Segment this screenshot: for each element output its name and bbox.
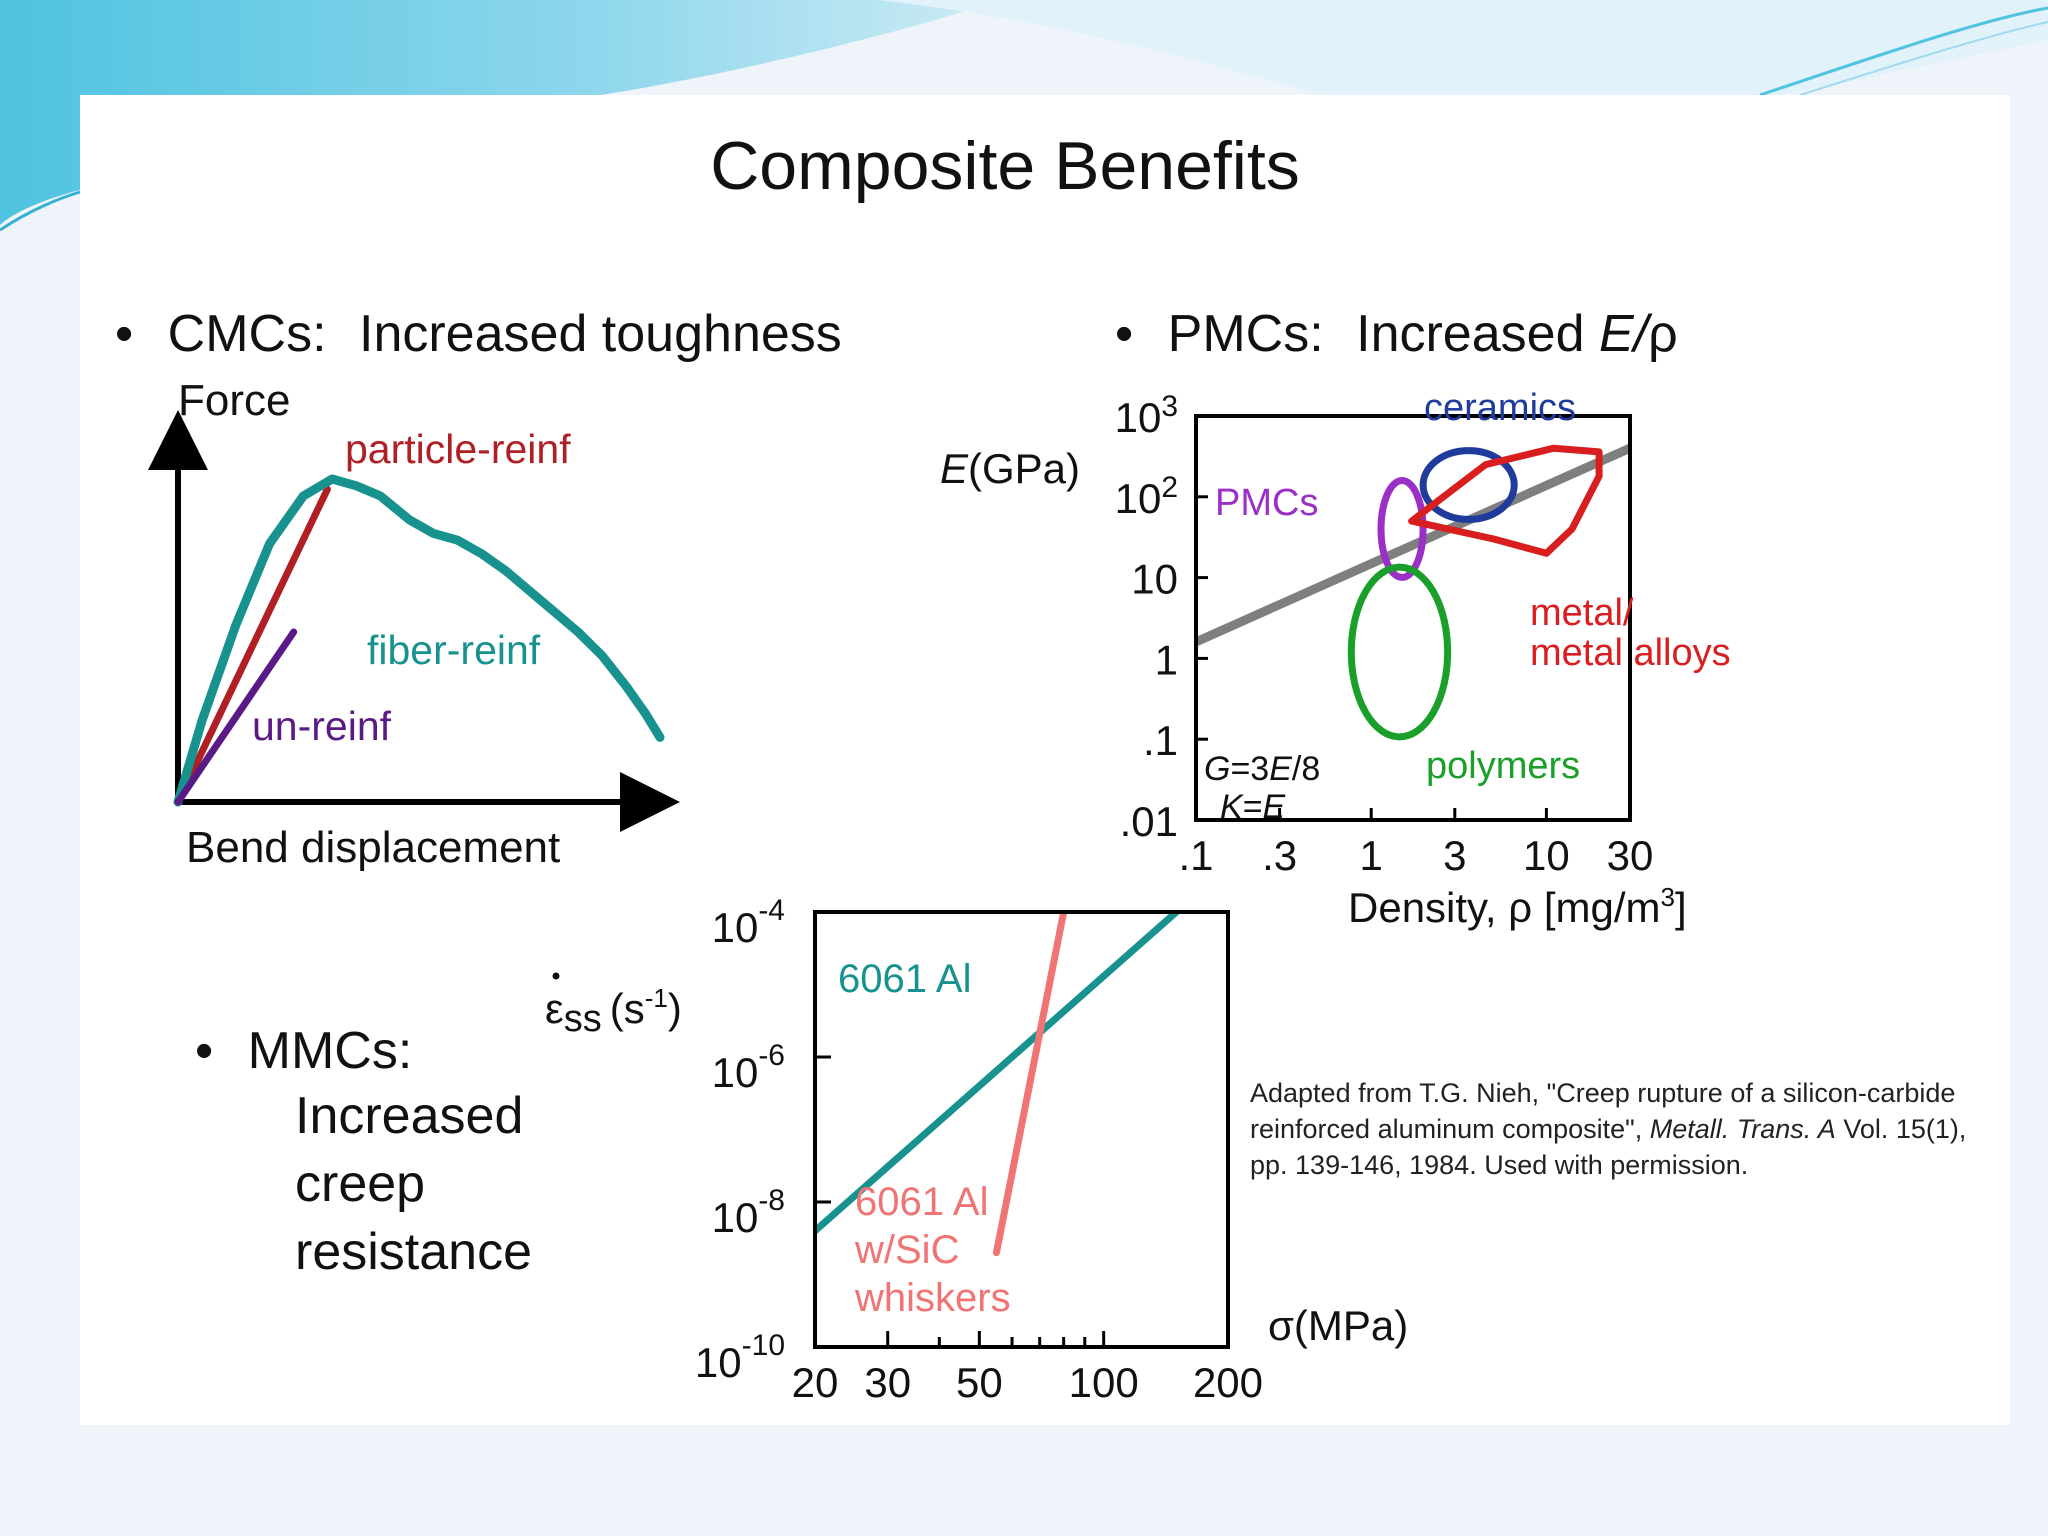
mmc-line-3: resistance bbox=[295, 1223, 532, 1281]
mmc-line-1: Increased bbox=[295, 1087, 524, 1145]
pmc-label: PMCs: bbox=[1167, 305, 1324, 363]
cmc-bullet-dot: • bbox=[115, 305, 134, 363]
pmc-text-slash: / bbox=[1633, 305, 1649, 363]
pmc-text: Increased E/ρ bbox=[1356, 305, 1678, 363]
pmc-text-rho: ρ bbox=[1648, 305, 1678, 363]
pmc-bullet-dot: • bbox=[1115, 305, 1134, 363]
top-band-swoosh bbox=[0, 0, 1000, 225]
mmc-line-2: creep bbox=[295, 1155, 426, 1213]
top-right-swoosh bbox=[880, 0, 2048, 95]
mmc-label: MMCs: bbox=[247, 1022, 413, 1080]
pmc-text-prefix: Increased bbox=[1356, 305, 1599, 363]
mmc-bullet: • MMCs: bbox=[195, 1025, 412, 1077]
citation: Adapted from T.G. Nieh, "Creep rupture o… bbox=[1250, 1075, 1970, 1183]
cmc-text: Increased toughness bbox=[359, 305, 842, 363]
cmc-bullet: • CMCs: Increased toughness bbox=[115, 308, 842, 360]
pmc-text-e: E bbox=[1598, 305, 1634, 363]
mmc-bullet-dot: • bbox=[195, 1022, 214, 1080]
cmc-label: CMCs: bbox=[167, 305, 327, 363]
citation-text-2: Vol. 15(1), pp. 139-146, 1984. Used with… bbox=[1250, 1114, 1967, 1180]
pmc-bullet: • PMCs: Increased E/ρ bbox=[1115, 308, 1678, 360]
citation-journal: Metall. Trans. A bbox=[1649, 1114, 1836, 1144]
slide-title: Composite Benefits bbox=[710, 128, 1300, 204]
citation-text-1: Adapted from T.G. Nieh, "Creep rupture o… bbox=[1250, 1078, 1956, 1144]
